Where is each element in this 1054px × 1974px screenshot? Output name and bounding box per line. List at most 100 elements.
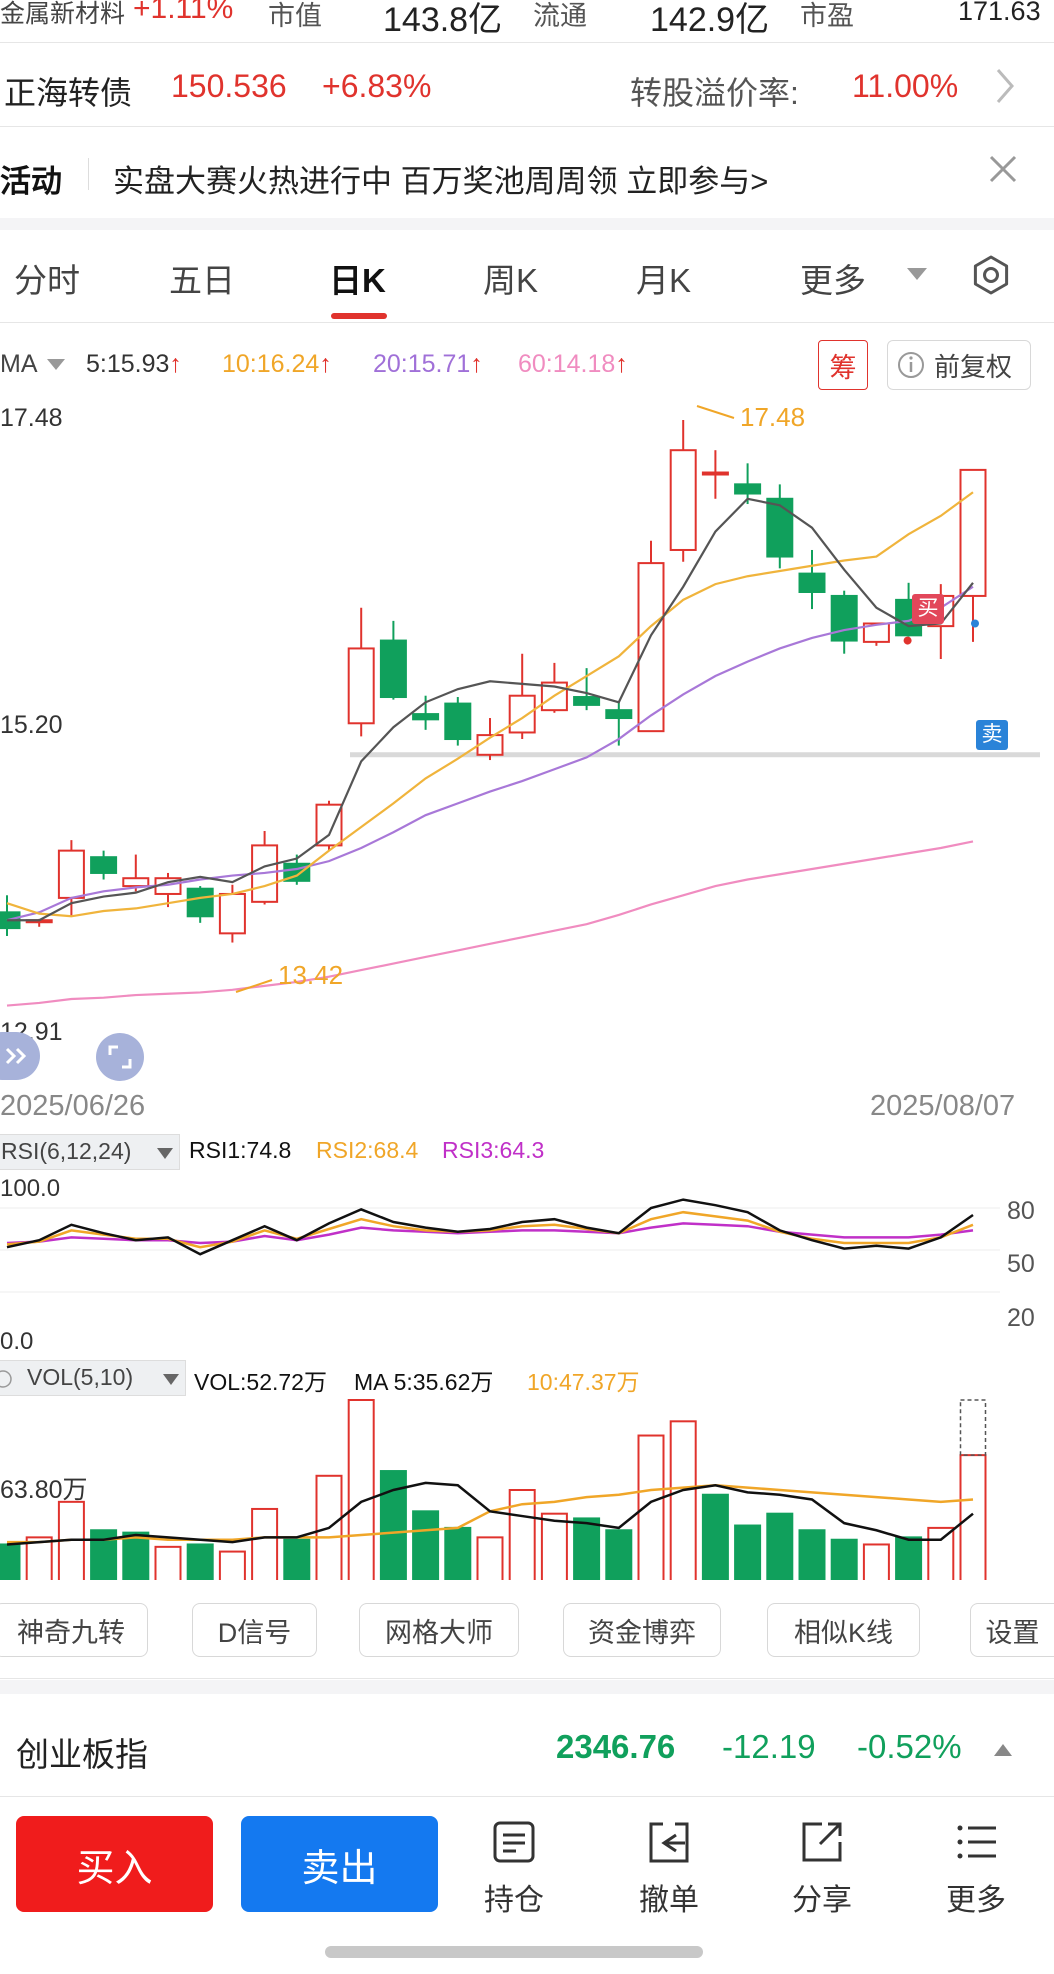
- sell-button[interactable]: 卖出: [241, 1816, 438, 1912]
- volume-bar-down: [0, 1543, 21, 1580]
- premium-label: 转股溢价率:: [630, 75, 799, 111]
- candle-up: [57, 849, 85, 899]
- tab-monthly-k[interactable]: 月K: [636, 262, 692, 299]
- candle-up: [959, 468, 987, 597]
- stats-bar: 金属新材料 +1.11% 市值 143.8亿 流通 142.9亿 市盈 171.…: [0, 0, 1054, 40]
- tool-fund-game[interactable]: 资金博弈: [563, 1603, 721, 1657]
- ma-selector-label[interactable]: MA: [0, 350, 38, 378]
- bond-change: +6.83%: [322, 68, 432, 104]
- vol-value: VOL:52.72万: [194, 1369, 327, 1395]
- rsi-selector-label: RSI(6,12,24): [1, 1138, 132, 1164]
- buy-button[interactable]: 买入: [16, 1816, 213, 1912]
- positions-label: 持仓: [484, 1884, 544, 1917]
- tool-grid-master[interactable]: 网格大师: [359, 1603, 519, 1657]
- volume-bar-up: [927, 1526, 955, 1580]
- premium-value: 11.00%: [852, 68, 959, 104]
- sector-name: 金属新材料: [0, 0, 126, 28]
- market-cap-label: 市值: [268, 1, 322, 31]
- tool-similar-k[interactable]: 相似K线: [767, 1603, 920, 1657]
- volume-bar-down: [283, 1538, 311, 1580]
- vol-axis-label: 63.80万: [0, 1476, 88, 1504]
- candle-up: [508, 694, 536, 734]
- divider: [0, 1678, 1054, 1679]
- chevron-right-icon[interactable]: [994, 66, 1016, 106]
- positions-button[interactable]: 持仓: [459, 1818, 569, 1919]
- volume-bar-down: [444, 1526, 472, 1580]
- section-gap: [0, 1680, 1054, 1694]
- sell-signal-badge[interactable]: 卖: [976, 720, 1008, 750]
- index-change: -12.19: [722, 1728, 816, 1765]
- volume-bar-down: [701, 1493, 729, 1580]
- rsi3-value: RSI3:64.3: [442, 1137, 545, 1163]
- volume-bar-down: [605, 1529, 633, 1580]
- tab-intraday[interactable]: 分时: [14, 262, 80, 299]
- sell-point-dot: [971, 619, 979, 628]
- caret-down-icon[interactable]: [45, 358, 67, 372]
- undo-icon: [649, 1822, 689, 1863]
- rsi-chart[interactable]: [0, 1180, 1000, 1340]
- max-price-pointer: [696, 405, 735, 419]
- market-cap-value: 143.8亿: [383, 1, 503, 39]
- chip-distribution-button[interactable]: 筹: [818, 340, 868, 390]
- min-price-pointer: [235, 979, 273, 993]
- ma5-value: 5:15.93↑: [86, 350, 182, 378]
- candle-up: [701, 471, 729, 476]
- candle-down: [444, 702, 472, 741]
- activity-separator: [88, 158, 89, 190]
- rsi-level-80: 80: [1007, 1197, 1035, 1225]
- caret-up-icon[interactable]: [992, 1742, 1014, 1758]
- tab-daily-k[interactable]: 日K: [329, 262, 386, 299]
- pe-value: 171.63: [958, 0, 1041, 26]
- bond-name: 正海转债: [4, 75, 133, 111]
- gear-icon[interactable]: [970, 254, 1012, 296]
- sector-change: +1.11%: [133, 0, 234, 25]
- fullscreen-button[interactable]: [96, 1033, 144, 1081]
- divider: [0, 42, 1054, 43]
- ma20-line: [6, 585, 974, 922]
- adjust-price-button[interactable]: 前复权: [887, 340, 1031, 390]
- caret-down-icon: [157, 1148, 173, 1159]
- expand-panel-button[interactable]: [0, 1032, 40, 1080]
- volume-bar-down: [412, 1510, 440, 1580]
- price-axis-mid: 15.20: [0, 711, 63, 739]
- candle-down: [90, 856, 118, 874]
- rsi1-value: RSI1:74.8: [189, 1137, 292, 1163]
- tool-settings[interactable]: 设置: [970, 1603, 1054, 1657]
- more-button[interactable]: 更多: [921, 1818, 1031, 1919]
- caret-down-icon[interactable]: [905, 266, 929, 282]
- buy-signal-badge[interactable]: 买: [912, 594, 944, 624]
- tool-magic-nine[interactable]: 神奇九转: [0, 1603, 148, 1657]
- tab-weekly-k[interactable]: 周K: [483, 262, 539, 299]
- tab-five-day[interactable]: 五日: [169, 262, 235, 299]
- volume-bar-up: [251, 1507, 279, 1580]
- info-icon: [898, 352, 924, 378]
- volume-projection-box: [959, 1399, 987, 1456]
- close-icon[interactable]: [988, 154, 1018, 184]
- adjust-price-label: 前复权: [934, 351, 1013, 382]
- candle-down: [766, 497, 794, 558]
- ma60-value: 60:14.18↑: [518, 350, 628, 378]
- vol-selector[interactable]: VOL(5,10): [0, 1360, 186, 1396]
- activity-text[interactable]: 实盘大赛火热进行中 百万奖池周周领 立即参与>: [113, 164, 769, 199]
- end-date: 2025/08/07: [870, 1090, 1016, 1122]
- volume-chart[interactable]: [0, 1395, 1054, 1580]
- cancel-order-button[interactable]: 撤单: [614, 1818, 724, 1919]
- tab-more[interactable]: 更多: [800, 262, 866, 299]
- candlestick-chart[interactable]: [0, 400, 1054, 1080]
- active-tab-indicator: [331, 313, 387, 319]
- ma60-line: [6, 840, 974, 1007]
- min-price-marker: 13.42: [278, 960, 344, 990]
- volume-bar-up: [669, 1420, 697, 1580]
- divider: [0, 1796, 1054, 1797]
- rsi-selector[interactable]: RSI(6,12,24): [0, 1134, 180, 1170]
- index-percent: -0.52%: [857, 1728, 962, 1765]
- cancel-order-label: 撤单: [639, 1884, 699, 1917]
- share-button[interactable]: 分享: [767, 1818, 877, 1919]
- vol-selector-label: VOL(5,10): [27, 1364, 134, 1390]
- tool-d-signal[interactable]: D信号: [192, 1603, 317, 1657]
- volume-bar-up: [347, 1399, 375, 1580]
- candle-up: [347, 647, 375, 725]
- index-value: 2346.76: [556, 1728, 676, 1765]
- ma20-value: 20:15.71↑: [373, 350, 483, 378]
- volume-bar-down: [895, 1536, 923, 1580]
